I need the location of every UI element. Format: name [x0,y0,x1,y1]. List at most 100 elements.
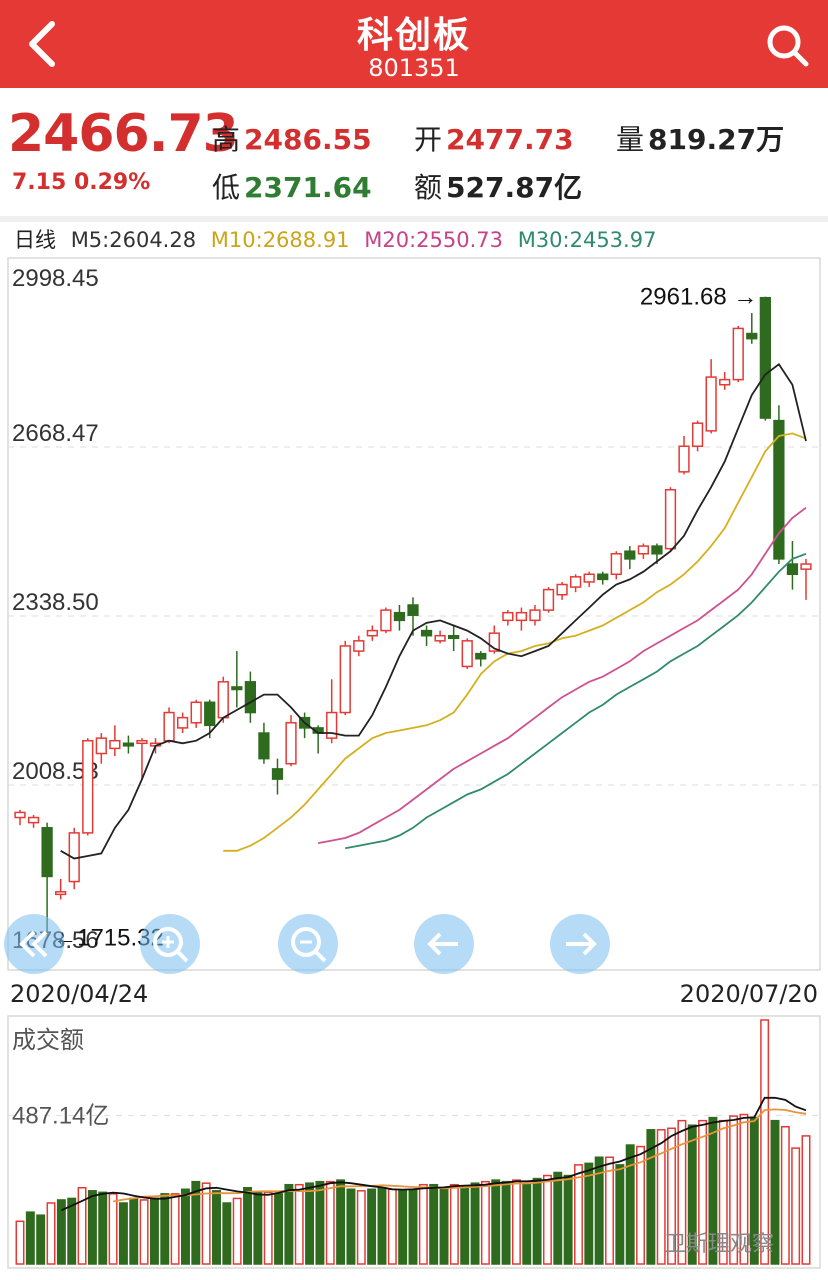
candle [678,435,690,475]
candle-body [515,611,528,622]
divider [0,216,828,222]
search-button[interactable] [758,14,818,74]
candle-body [475,652,487,660]
candle-body [759,296,771,419]
low-item: 低 2371.64 [212,166,372,206]
candle-body [190,701,202,724]
y-tick-label: 2998.45 [12,265,99,292]
turnover-chart[interactable]: 487.14亿 [0,1014,828,1270]
candle-body [651,545,663,555]
amount-label: 额 [414,171,443,204]
candle-body [664,489,677,550]
candle [109,725,121,757]
candlestick-chart[interactable]: 2998.452668.472338.502008.531678.562961.… [0,256,828,976]
turnover-bar [356,1190,366,1265]
candle-body [407,604,419,616]
turnover-bar [36,1214,46,1265]
turnover-bar [294,1183,304,1265]
turnover-bar [574,1164,583,1265]
scroll-left-button[interactable] [414,914,474,974]
period-label[interactable]: 日线 [14,228,56,252]
candle-body [136,739,148,745]
turnover-bar [46,1202,56,1265]
low-label: 低 [212,171,241,204]
turnover-ref-label: 487.14亿 [12,1102,109,1129]
turnover-bar [470,1182,480,1265]
turnover-bar [677,1119,687,1265]
zoom-out-button[interactable] [278,914,338,974]
back-button[interactable] [14,14,74,74]
candle [529,604,541,626]
turnover-bar [501,1180,511,1265]
candle-body [393,611,406,622]
candle-body [637,545,650,555]
turnover-bar [129,1197,139,1265]
candle [122,735,135,754]
candle [434,630,446,644]
y-tick-label: 2668.47 [12,420,99,447]
zoom-out-icon [291,927,327,963]
turnover-bar [605,1156,614,1265]
candle-body [204,701,216,727]
amount-item: 额 527.87亿 [414,166,582,206]
turnover-bar [439,1187,449,1265]
candle-body [556,583,568,596]
candle [746,313,758,344]
turnover-bar [667,1127,677,1265]
turnover-bar [418,1183,428,1265]
turnover-bar [77,1187,87,1265]
ma20-label: M20:2550.73 [364,228,503,252]
search-icon [767,25,809,67]
candle [366,625,378,641]
candle-body [542,588,555,611]
candle-body [14,811,26,819]
candle [773,405,785,565]
turnover-bar [429,1183,439,1265]
turnover-bar [791,1147,801,1265]
double-left-button[interactable] [4,914,64,974]
turnover-bar [770,1119,780,1265]
turnover-bar [191,1180,201,1265]
candle [637,543,650,559]
candle-body [529,609,541,622]
candle [163,707,175,744]
candle-body [244,681,257,714]
y-tick-label: 2338.50 [12,589,99,616]
max-annotation: 2961.68 → [640,284,757,311]
turnover-bar [615,1164,625,1265]
candle-body [597,573,609,581]
price-change: 7.15 0.29% [12,170,151,195]
candle [258,722,270,764]
turnover-bar [739,1113,749,1265]
candle-body [488,632,500,652]
candle-body [461,640,473,668]
turnover-bar [201,1182,211,1265]
candle-body [163,711,175,742]
candle [705,359,717,434]
high-label: 高 [212,123,241,156]
candle-body [258,732,270,760]
zoom-in-button[interactable] [140,914,200,974]
candle-body [583,573,595,583]
candle-body [95,737,107,755]
scroll-right-button[interactable] [550,914,610,974]
candle-body [773,419,785,560]
turnover-bar [336,1179,346,1265]
turnover-bar [698,1119,708,1265]
last-price: 2466.73 [8,104,239,164]
turnover-bar [305,1182,315,1265]
candle-body [27,816,40,824]
amount-value: 527.87亿 [446,171,583,204]
candle-body [448,634,460,640]
candle [27,814,40,828]
turnover-bar [149,1197,159,1265]
candle [732,325,744,383]
turnover-bar [460,1185,470,1265]
candle-body [719,378,731,386]
turnover-bar [222,1202,232,1265]
candle [380,607,392,634]
candle [583,571,595,588]
turnover-bar [118,1202,128,1265]
turnover-bar [346,1188,356,1265]
candle [800,558,812,600]
